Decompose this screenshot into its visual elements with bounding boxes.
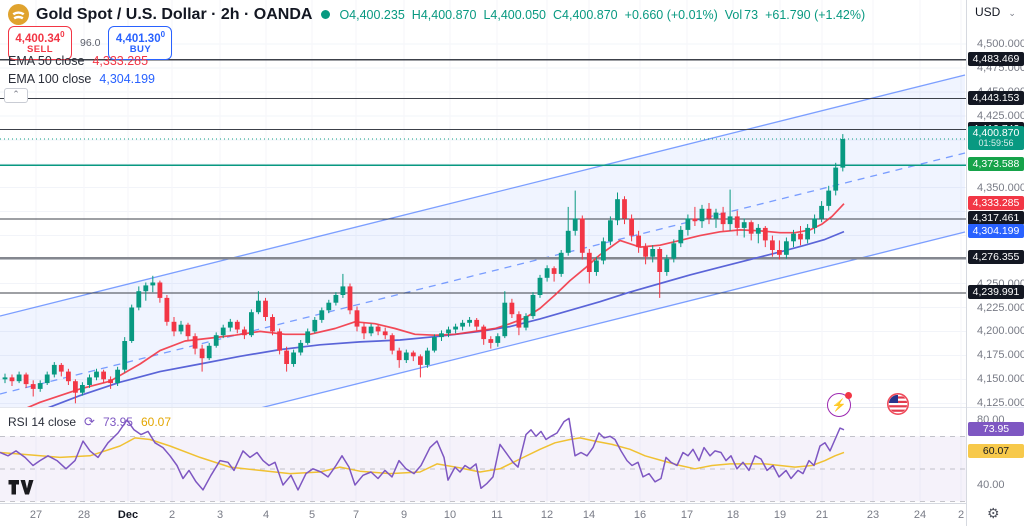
price-level-badge: 60.07 — [968, 444, 1024, 459]
ema100-legend[interactable]: EMA 100 close 4,304.199 — [8, 72, 155, 86]
buy-label: BUY — [129, 44, 152, 56]
time-tick-label: 23 — [866, 509, 880, 521]
axis-tick-label: 4,200.000 — [977, 325, 1024, 338]
sell-price-sup: 0 — [60, 29, 65, 39]
sell-button[interactable]: 4,400.340 SELL — [8, 26, 72, 60]
time-tick-label: Dec — [117, 509, 139, 521]
gear-icon[interactable]: ⚙ — [987, 505, 1000, 521]
ohlc-part: Vol — [724, 7, 743, 22]
price-level-badge: 73.95 — [968, 421, 1024, 436]
collapse-pane-button[interactable]: ⌃ — [4, 88, 28, 103]
refresh-icon: ⟳ — [84, 414, 95, 429]
market-open-dot-icon — [321, 10, 331, 19]
ohlc-part: 73 — [744, 7, 759, 22]
currency-selector[interactable]: USD ⌄ — [975, 5, 1016, 19]
time-tick-label: 16 — [633, 509, 647, 521]
price-level-badge: 4,333.285 — [968, 195, 1024, 210]
price-level-badge: 4,317.461 — [968, 210, 1024, 225]
spread-value: 96.0 — [80, 37, 101, 49]
buy-price: 4,401.30 — [115, 32, 161, 45]
axis-tick-label: 4,175.000 — [977, 349, 1024, 362]
price-axis[interactable]: USD⌄ ⚙ 4,500.0004,475.0004,450.0004,425.… — [966, 0, 1024, 526]
ohlc-values: O4,400.235 H4,400.870 L4,400.050 C4,400.870… — [339, 8, 865, 22]
lightning-bolt-icon: ⚡ — [831, 398, 847, 412]
rsi-label: RSI 14 close — [8, 415, 77, 429]
us-flag-icon[interactable] — [887, 393, 909, 415]
time-tick-label: 2 — [957, 509, 965, 521]
axis-tick-label: 4,500.000 — [977, 38, 1024, 50]
sell-price: 4,400.34 — [15, 32, 61, 45]
countdown-timer: 01:59:56 — [978, 138, 1014, 148]
rsi-value: 73.95 — [102, 415, 133, 429]
symbol-title[interactable]: Gold Spot / U.S. Dollar · 2h · OANDA — [36, 5, 313, 23]
time-tick-label: 3 — [216, 509, 224, 521]
time-tick-label: 5 — [308, 509, 316, 521]
trade-panel: 4,400.340 SELL 96.0 4,401.300 BUY — [8, 26, 173, 60]
price-level-badge: 4,239.991 — [968, 285, 1024, 300]
ema50-value: 4,333.285 — [92, 54, 149, 68]
rsi-ma-value: 60.07 — [140, 415, 172, 429]
currency-label: USD — [975, 5, 1001, 19]
time-tick-label: 18 — [726, 509, 740, 521]
chart-header: Gold Spot / U.S. Dollar · 2h · OANDA O4,… — [8, 4, 865, 25]
time-tick-label: 27 — [29, 509, 43, 521]
time-tick-label: 7 — [352, 509, 360, 521]
price-level-badge: 4,373.588 — [968, 157, 1024, 172]
price-level-badge: 4,276.355 — [968, 250, 1024, 265]
ema100-label: EMA 100 close — [8, 72, 92, 86]
time-tick-label: 12 — [540, 509, 554, 521]
rsi-legend[interactable]: RSI 14 close ⟳ 73.95 60.07 — [8, 414, 171, 430]
price-level-badge: 4,304.199 — [968, 223, 1024, 238]
axis-tick-label: 4,225.000 — [977, 301, 1024, 314]
axis-tick-label: 4,125.000 — [977, 397, 1024, 410]
ohlc-part: O4,400.235 — [339, 7, 405, 22]
ohlc-part: H4,400.870 — [411, 7, 477, 22]
ema100-value: 4,304.199 — [99, 72, 155, 86]
time-axis[interactable]: 27 28 Dec 2 3 4 5 7 9 10 11 12 14 16 17 18 19 21 23 24 2 — [0, 503, 966, 526]
time-tick-label: 4 — [262, 509, 270, 521]
price-level-badge: 4,443.153 — [968, 90, 1024, 105]
time-tick-label: 14 — [582, 509, 596, 521]
axis-tick-label: 4,425.000 — [977, 109, 1024, 122]
axis-tick-label: 40.00 — [977, 479, 1005, 491]
tradingview-logo-icon[interactable] — [8, 479, 34, 496]
time-tick-label: 17 — [680, 509, 694, 521]
notification-dot-icon — [845, 392, 852, 399]
buy-price-sup: 0 — [160, 29, 166, 39]
quick-trade-lightning-icon[interactable]: ⚡ — [827, 392, 852, 417]
ohlc-part: L4,400.050 — [483, 7, 546, 22]
gold-instrument-logo-icon — [8, 4, 29, 25]
time-tick-label: 21 — [815, 509, 829, 521]
time-tick-label: 11 — [491, 509, 503, 521]
axis-tick-label: 4,350.000 — [977, 181, 1024, 194]
ema50-label: EMA 50 close — [8, 54, 85, 68]
ema50-legend[interactable]: EMA 50 close 4,333.285 — [8, 54, 148, 68]
ohlc-part: +0.660 (+0.01%) — [624, 7, 718, 22]
chevron-down-icon: ⌄ — [1008, 8, 1016, 18]
time-tick-label: 24 — [913, 509, 927, 521]
ohlc-part: C4,400.870 — [553, 7, 618, 22]
chevron-up-icon: ⌃ — [12, 89, 20, 99]
time-tick-label: 19 — [773, 509, 787, 521]
time-tick-label: 9 — [400, 509, 408, 521]
time-tick-label: 10 — [443, 509, 457, 521]
axis-tick-label: 4,150.000 — [977, 373, 1024, 386]
time-tick-label: 2 — [168, 509, 176, 521]
price-level-badge: 4,483.469 — [968, 51, 1024, 66]
sell-label: SELL — [27, 44, 53, 56]
last-price-badge: 4,400.870 01:59:56 — [968, 126, 1024, 150]
time-tick-label: 28 — [77, 509, 91, 521]
buy-button[interactable]: 4,401.300 BUY — [108, 26, 173, 60]
ohlc-part: +61.790 (+1.42%) — [765, 7, 866, 22]
